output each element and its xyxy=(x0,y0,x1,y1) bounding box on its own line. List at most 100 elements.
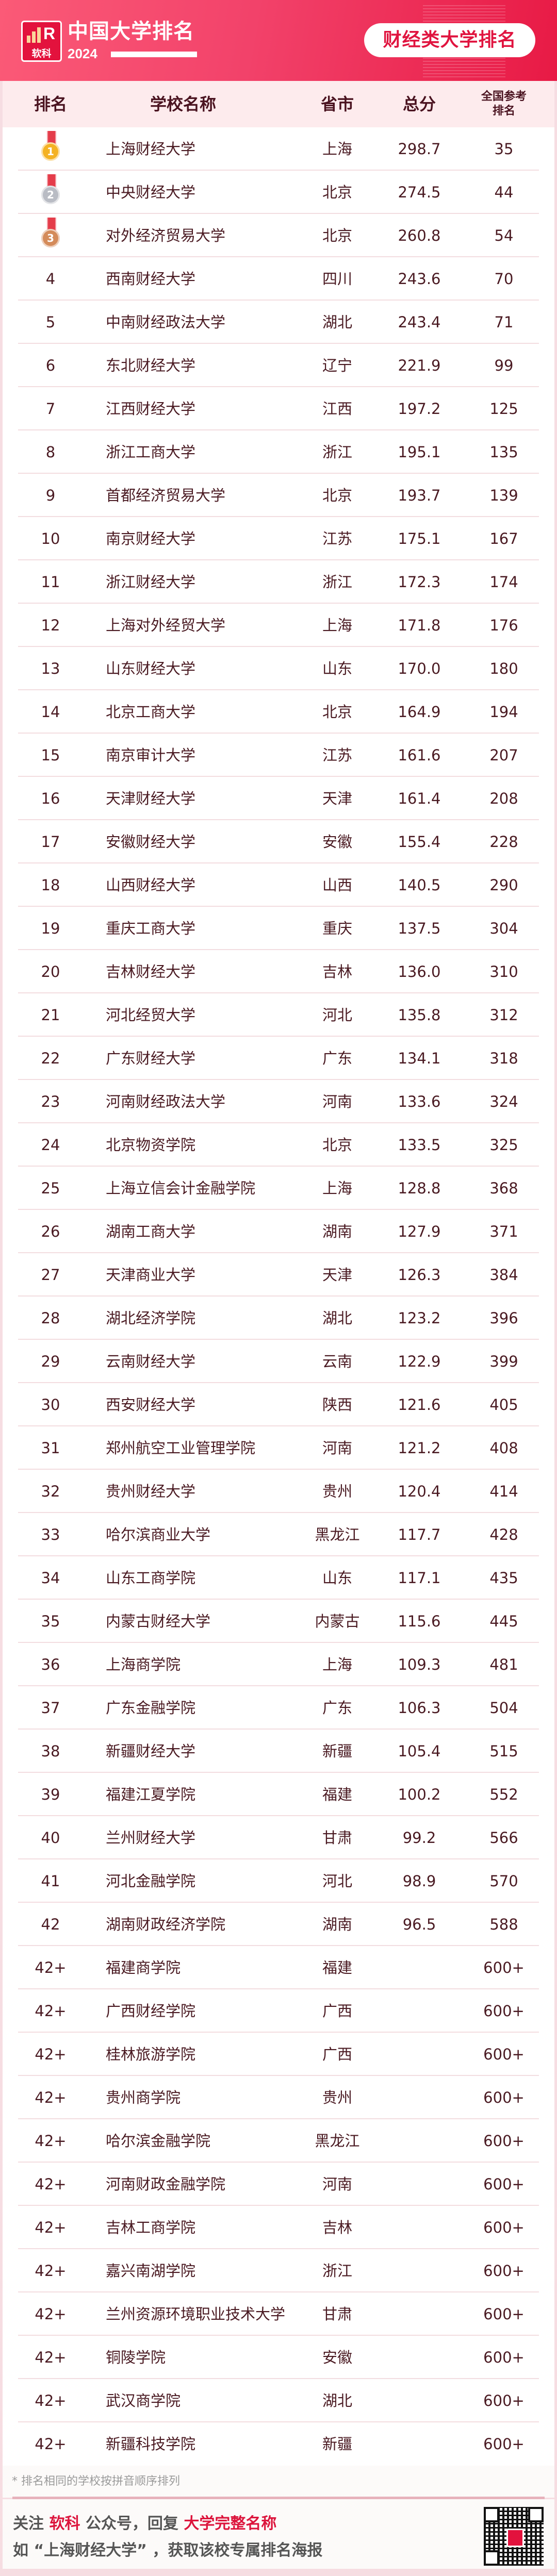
footnote: * 排名相同的学校按拼音顺序排列 xyxy=(3,2466,554,2498)
row-divider xyxy=(18,1772,539,1773)
school-name-cell: 北京物资学院 xyxy=(106,1136,196,1154)
score-cell: 106.3 xyxy=(398,1699,441,1717)
school-name-cell: 山东财经大学 xyxy=(106,660,196,677)
logo-text: 软科 xyxy=(31,48,52,59)
national-rank-cell: 44 xyxy=(494,184,514,201)
score-cell xyxy=(384,2033,454,2076)
score-cell: 243.4 xyxy=(398,313,441,331)
school-name-cell: 哈尔滨金融学院 xyxy=(106,2132,211,2150)
province-cell: 河北 xyxy=(322,1006,352,1024)
shanghairanking-logo: R 软科 xyxy=(21,21,62,62)
rank-cell: 37 xyxy=(41,1699,60,1717)
row-divider xyxy=(18,603,539,604)
national-rank-cell: 290 xyxy=(489,876,518,894)
province-cell: 江西 xyxy=(322,400,352,418)
rank-cell: 7 xyxy=(45,400,56,418)
score-cell: 134.1 xyxy=(398,1050,441,1067)
row-divider xyxy=(18,516,539,517)
national-rank-cell: 600+ xyxy=(483,2305,525,2323)
score-cell xyxy=(384,2076,454,2119)
province-cell: 吉林 xyxy=(322,963,352,980)
national-rank-cell: 600+ xyxy=(483,2262,525,2280)
table-row: 23 河南财经政法大学 河南 133.6 324 xyxy=(3,1080,554,1123)
table-row: 9 首都经济贸易大学 北京 193.7 139 xyxy=(3,474,554,517)
table-row: 42+ 哈尔滨金融学院 黑龙江 600+ xyxy=(3,2119,554,2163)
national-rank-cell: 600+ xyxy=(483,2002,525,2020)
row-divider xyxy=(18,1512,539,1513)
table-row: 11 浙江财经大学 浙江 172.3 174 xyxy=(3,560,554,604)
national-rank-cell: 174 xyxy=(489,573,518,591)
rank-cell: 28 xyxy=(41,1309,60,1327)
rank-cell: 25 xyxy=(41,1179,60,1197)
score-cell: 175.1 xyxy=(398,530,441,547)
row-divider xyxy=(18,256,539,257)
rank-cell: 5 xyxy=(45,313,56,331)
rank-cell: 32 xyxy=(41,1483,60,1500)
province-cell: 浙江 xyxy=(322,443,352,461)
table-row: 22 广东财经大学 广东 134.1 318 xyxy=(3,1037,554,1080)
rank-cell: 3 xyxy=(27,214,74,257)
score-cell: 99.2 xyxy=(402,1829,436,1847)
school-name-cell: 铜陵学院 xyxy=(106,2349,166,2366)
school-name-cell: 哈尔滨商业大学 xyxy=(106,1526,211,1543)
table-row: 42 湖南财政经济学院 湖南 96.5 588 xyxy=(3,1903,554,1946)
table-row: 3 对外经济贸易大学 北京 260.8 54 xyxy=(3,214,554,257)
school-name-cell: 上海立信会计金融学院 xyxy=(106,1179,256,1197)
school-name-cell: 天津财经大学 xyxy=(106,790,196,807)
school-name-cell: 山西财经大学 xyxy=(106,876,196,894)
row-divider xyxy=(18,1555,539,1556)
rank-cell: 6 xyxy=(45,357,56,374)
school-name-cell: 浙江工商大学 xyxy=(106,443,196,461)
score-cell: 298.7 xyxy=(398,140,441,158)
province-cell: 天津 xyxy=(322,790,352,807)
school-name-cell: 吉林工商学院 xyxy=(106,2219,196,2236)
province-cell: 河南 xyxy=(322,1093,352,1110)
national-rank-cell: 35 xyxy=(494,140,514,158)
row-divider xyxy=(18,2162,539,2163)
row-divider xyxy=(18,2378,539,2379)
national-rank-cell: 125 xyxy=(489,400,518,418)
national-rank-cell: 600+ xyxy=(483,2392,525,2409)
row-divider xyxy=(18,2205,539,2206)
national-rank-cell: 504 xyxy=(489,1699,518,1717)
table-row: 5 中南财经政法大学 湖北 243.4 71 xyxy=(3,301,554,344)
province-cell: 广西 xyxy=(322,2046,352,2063)
table-row: 19 重庆工商大学 重庆 137.5 304 xyxy=(3,907,554,950)
school-name-cell: 广西财经学院 xyxy=(106,2002,196,2020)
row-divider xyxy=(18,559,539,560)
school-name-cell: 广东财经大学 xyxy=(106,1050,196,1067)
rank-cell: 42+ xyxy=(35,1959,67,1976)
national-rank-cell: 552 xyxy=(489,1786,518,1803)
school-name-cell: 上海对外经贸大学 xyxy=(106,617,226,634)
rank-cell: 17 xyxy=(41,833,60,851)
row-divider xyxy=(18,1642,539,1643)
national-rank-cell: 312 xyxy=(489,1006,518,1024)
rank-cell: 42+ xyxy=(35,2175,67,2193)
example-instruction: 如 “上海财经大学” ，获取该校专属排名海报 xyxy=(13,2541,323,2560)
school-name-cell: 中南财经政法大学 xyxy=(106,313,226,331)
table-row: 6 东北财经大学 辽宁 221.9 99 xyxy=(3,344,554,387)
national-rank-cell: 481 xyxy=(489,1656,518,1673)
province-cell: 福建 xyxy=(322,1959,352,1976)
score-cell: 117.1 xyxy=(398,1569,441,1587)
score-cell: 127.9 xyxy=(398,1223,441,1240)
column-header-national-rank: 全国参考排名 xyxy=(481,90,527,118)
school-name-cell: 上海商学院 xyxy=(106,1656,181,1673)
table-row: 27 天津商业大学 天津 126.3 384 xyxy=(3,1253,554,1297)
province-cell: 上海 xyxy=(322,1179,352,1197)
row-divider xyxy=(18,1685,539,1686)
row-divider xyxy=(18,1295,539,1297)
row-divider xyxy=(18,733,539,734)
qr-code-icon[interactable] xyxy=(484,2507,544,2566)
score-cell: 197.2 xyxy=(398,400,441,418)
table-row: 4 西南财经大学 四川 243.6 70 xyxy=(3,257,554,301)
row-divider xyxy=(18,819,539,820)
table-row: 42+ 嘉兴南湖学院 浙江 600+ xyxy=(3,2249,554,2292)
row-divider xyxy=(18,2075,539,2076)
page-title: 中国大学排名 xyxy=(68,20,194,43)
national-rank-cell: 399 xyxy=(489,1353,518,1370)
province-cell: 陕西 xyxy=(322,1396,352,1414)
rank-cell: 10 xyxy=(41,530,60,547)
score-cell: 105.4 xyxy=(398,1742,441,1760)
score-cell: 243.6 xyxy=(398,270,441,288)
